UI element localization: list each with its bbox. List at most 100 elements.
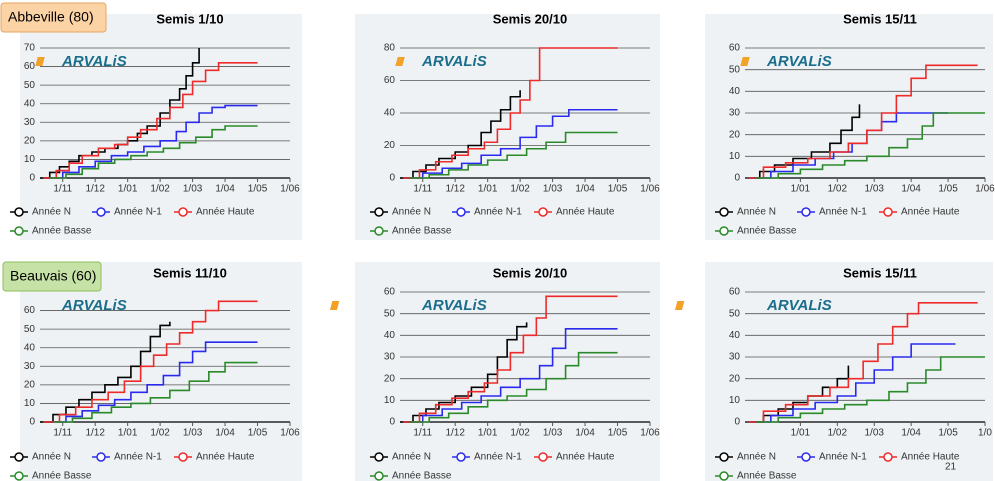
legend-marker [801,207,811,217]
legend-label: Année N-1 [819,207,867,218]
legend-label: Année N [737,452,776,463]
legend-marker [538,452,548,462]
step-line [748,104,861,179]
x-tick-label: 1/01 [118,184,138,195]
y-tick-label: 10 [729,395,741,406]
logo: ARVALiS [766,297,832,314]
chart-title: Semis 1/10 [156,11,223,26]
y-tick-label: 40 [24,98,36,109]
legend-label: Année Basse [737,226,797,237]
legend-marker [96,452,106,462]
x-tick-label: 1/05 [248,184,268,195]
x-tick-label: 1/04 [215,184,235,195]
x-tick-label: 1/0 [978,428,992,439]
legend-label: Année N-1 [819,452,867,463]
legend-marker [374,452,384,462]
step-line [43,300,258,423]
panel [20,14,302,240]
y-tick-label: 40 [384,108,396,119]
legend-label: Année N [392,452,431,463]
legend-label: Année N [392,207,431,218]
group-label: Beauvais (60) [10,268,96,284]
y-tick-label: 30 [384,352,396,363]
step-line [406,328,618,423]
legend-marker [96,207,106,217]
y-tick-label: 30 [24,361,36,372]
x-tick-label: 1/06 [280,184,300,195]
logo: ARVALiS [421,297,487,314]
y-tick-label: 60 [384,75,396,86]
legend-label: Année N-1 [474,452,522,463]
legend-label: Année N [32,207,71,218]
x-tick-label: 1/01 [791,184,811,195]
legend-label: Année Haute [901,452,960,463]
x-tick-label: 1/02 [828,428,848,439]
y-tick-label: 20 [384,373,396,384]
legend-marker [374,207,384,217]
legend-marker [14,452,24,462]
x-tick-label: 1/03 [543,428,563,439]
legend-label: Année Haute [901,207,960,218]
legend-marker [719,207,729,217]
x-tick-label: 1/06 [975,184,995,195]
legend-marker [374,226,384,236]
x-tick-label: 1/01 [118,428,138,439]
chart-title: Semis 11/10 [153,265,227,280]
x-tick-label: 1/12 [445,184,465,195]
y-tick-label: 20 [24,379,36,390]
legend-marker [801,452,811,462]
legend-marker [178,452,188,462]
x-tick-label: 1/03 [183,428,203,439]
x-tick-label: 1/02 [828,184,848,195]
panel [20,262,302,481]
page-number: 21 [945,462,957,473]
y-tick-label: 10 [24,398,36,409]
x-tick-label: 1/06 [280,428,300,439]
step-line [752,343,956,423]
step-line [46,104,258,179]
legend-label: Année Haute [196,452,255,463]
x-tick-label: 1/01 [478,428,498,439]
x-tick-label: 1/03 [864,428,884,439]
legend-label: Année N-1 [114,452,162,463]
legend-label: Année Basse [32,471,92,481]
logo: ARVALiS [766,53,832,70]
y-tick-label: 80 [384,43,396,54]
step-line [756,112,985,179]
x-tick-label: 1/11 [413,428,432,439]
legend-label: Année Haute [556,452,615,463]
y-tick-label: 20 [729,373,741,384]
step-line [52,361,258,423]
legend-label: Année Basse [392,226,452,237]
y-tick-label: 30 [24,117,36,128]
step-line [49,341,258,423]
legend-label: Année Haute [556,207,615,218]
y-tick-label: 10 [384,395,396,406]
y-tick-label: 50 [24,324,36,335]
x-tick-label: 1/02 [150,184,170,195]
legend-marker [719,452,729,462]
legend-marker [719,471,729,481]
step-line [748,64,978,179]
legend-label: Année Basse [737,471,797,481]
legend-label: Année N [32,452,71,463]
x-tick-label: 1/04 [575,184,595,195]
group-label: Abbeville (80) [8,9,94,25]
x-tick-label: 1/02 [510,184,530,195]
y-tick-label: 10 [24,154,36,165]
logo-mark [329,301,340,310]
chart-title: Semis 15/11 [843,11,917,26]
x-tick-label: 1/06 [640,184,660,195]
panel [355,14,660,240]
y-tick-label: 60 [24,61,36,72]
legend-label: Année Haute [196,207,255,218]
x-tick-label: 1/01 [478,184,498,195]
x-tick-label: 1/05 [938,184,958,195]
step-line [406,108,618,179]
x-tick-label: 1/12 [445,428,465,439]
y-tick-label: 40 [24,342,36,353]
group-label-box [2,261,102,292]
y-tick-label: 0 [389,417,395,428]
legend-marker [374,471,384,481]
